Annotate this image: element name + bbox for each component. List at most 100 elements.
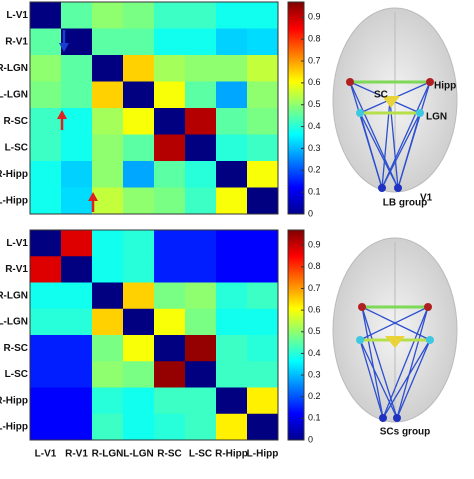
heat-cell: [92, 256, 124, 283]
col-label: R-Hipp: [215, 449, 248, 460]
caption: LB group: [383, 198, 427, 209]
row-label: L-Hipp: [0, 195, 28, 206]
heat-cell: [216, 187, 248, 215]
heat-cell: [123, 161, 155, 188]
heat-cell: [30, 28, 62, 56]
heat-cell: [185, 230, 217, 257]
heat-cell: [247, 335, 279, 362]
heat-cell: [123, 2, 155, 29]
heat-cell: [154, 256, 186, 283]
brain-views: Hipp SC LGN V1 LB group SCs group: [332, 7, 458, 438]
brain-top: Hipp SC LGN V1 LB group: [332, 7, 458, 209]
heat-cell: [92, 335, 124, 362]
heat-cell: [247, 361, 279, 388]
row-label: L-LGN: [0, 89, 28, 100]
colorbar-tick-label: 0.4: [308, 348, 321, 358]
node-label: SC: [374, 90, 388, 101]
heat-cell: [154, 387, 186, 415]
heat-cell: [216, 230, 248, 257]
row-label: L-LGN: [0, 317, 28, 328]
heat-cell: [247, 28, 279, 56]
arrow-head: [88, 192, 98, 201]
colorbar: [287, 1, 305, 215]
heat-cell: [216, 81, 248, 109]
colorbar-tick-label: 0.8: [308, 34, 321, 44]
heat-cell: [61, 413, 93, 441]
heat-cell: [92, 387, 124, 415]
heat-cell: [185, 187, 217, 215]
heat-cell: [123, 335, 155, 362]
heat-cell: [154, 361, 186, 388]
heat-cell: [154, 413, 186, 441]
col-label: L-SC: [189, 449, 212, 460]
heat-cell: [247, 55, 279, 82]
row-label: R-SC: [4, 343, 28, 354]
heat-cell: [216, 361, 248, 388]
heat-cell: [92, 134, 124, 162]
heat-cell: [247, 387, 279, 415]
node-label: V1: [420, 193, 433, 204]
colorbar-tick-label: 0.3: [308, 143, 321, 153]
heat-cell: [216, 256, 248, 283]
heat-cell: [61, 28, 93, 56]
colorbar-tick-label: 0.6: [308, 304, 321, 314]
heat-cell: [123, 134, 155, 162]
heat-cell: [123, 361, 155, 388]
heat-cell: [30, 256, 62, 283]
col-label: L-V1: [35, 449, 57, 460]
heat-cell: [92, 230, 124, 257]
heat-cell: [61, 55, 93, 82]
heat-cell: [216, 55, 248, 82]
heat-cell: [154, 108, 186, 135]
heat-cell: [216, 387, 248, 415]
heat-cell: [247, 187, 279, 215]
heat-cell: [216, 134, 248, 162]
heat-cell: [123, 308, 155, 336]
heat-cell: [185, 282, 217, 310]
heat-cell: [123, 108, 155, 135]
heat-cell: [30, 361, 62, 388]
heat-cell: [30, 81, 62, 109]
heat-cell: [185, 161, 217, 188]
heat-cell: [123, 187, 155, 215]
heat-cell: [247, 256, 279, 283]
row-label: R-V1: [5, 36, 28, 47]
heat-cell: [30, 308, 62, 336]
heat-cell: [92, 161, 124, 188]
heat-cell: [61, 161, 93, 188]
colorbar-tick-label: 0.9: [308, 240, 321, 250]
heat-cell: [123, 28, 155, 56]
plot-frame: [29, 1, 279, 215]
row-label: R-SC: [4, 116, 28, 127]
arrow-head: [59, 43, 69, 52]
colorbar-tick-label: 0.8: [308, 261, 321, 271]
heat-cell: [61, 335, 93, 362]
heat-cell: [216, 161, 248, 188]
heat-cell: [30, 413, 62, 441]
heat-cell: [123, 230, 155, 257]
row-label: R-Hipp: [0, 395, 28, 406]
heat-cell: [154, 55, 186, 82]
heat-cell: [154, 282, 186, 310]
heat-cell: [61, 134, 93, 162]
row-label: L-V1: [6, 10, 28, 21]
colorbar-tick-label: 0.2: [308, 165, 321, 175]
colorbar-tick-label: 0.7: [308, 55, 321, 65]
heat-cell: [61, 361, 93, 388]
colorbar-tick-label: 0: [308, 208, 313, 218]
heat-cell: [216, 335, 248, 362]
heat-cell: [154, 187, 186, 215]
row-label: R-LGN: [0, 290, 28, 301]
heat-cell: [247, 161, 279, 188]
colorbar-tick-label: 0.5: [308, 326, 321, 336]
heat-cell: [123, 256, 155, 283]
colorbar-tick-label: 0.4: [308, 121, 321, 131]
heat-cell: [123, 81, 155, 109]
heat-cell: [185, 28, 217, 56]
heat-cell: [185, 361, 217, 388]
heat-cell: [92, 108, 124, 135]
heat-cell: [92, 282, 124, 310]
heat-cell: [185, 413, 217, 441]
heat-cell: [30, 282, 62, 310]
heat-cell: [216, 108, 248, 135]
